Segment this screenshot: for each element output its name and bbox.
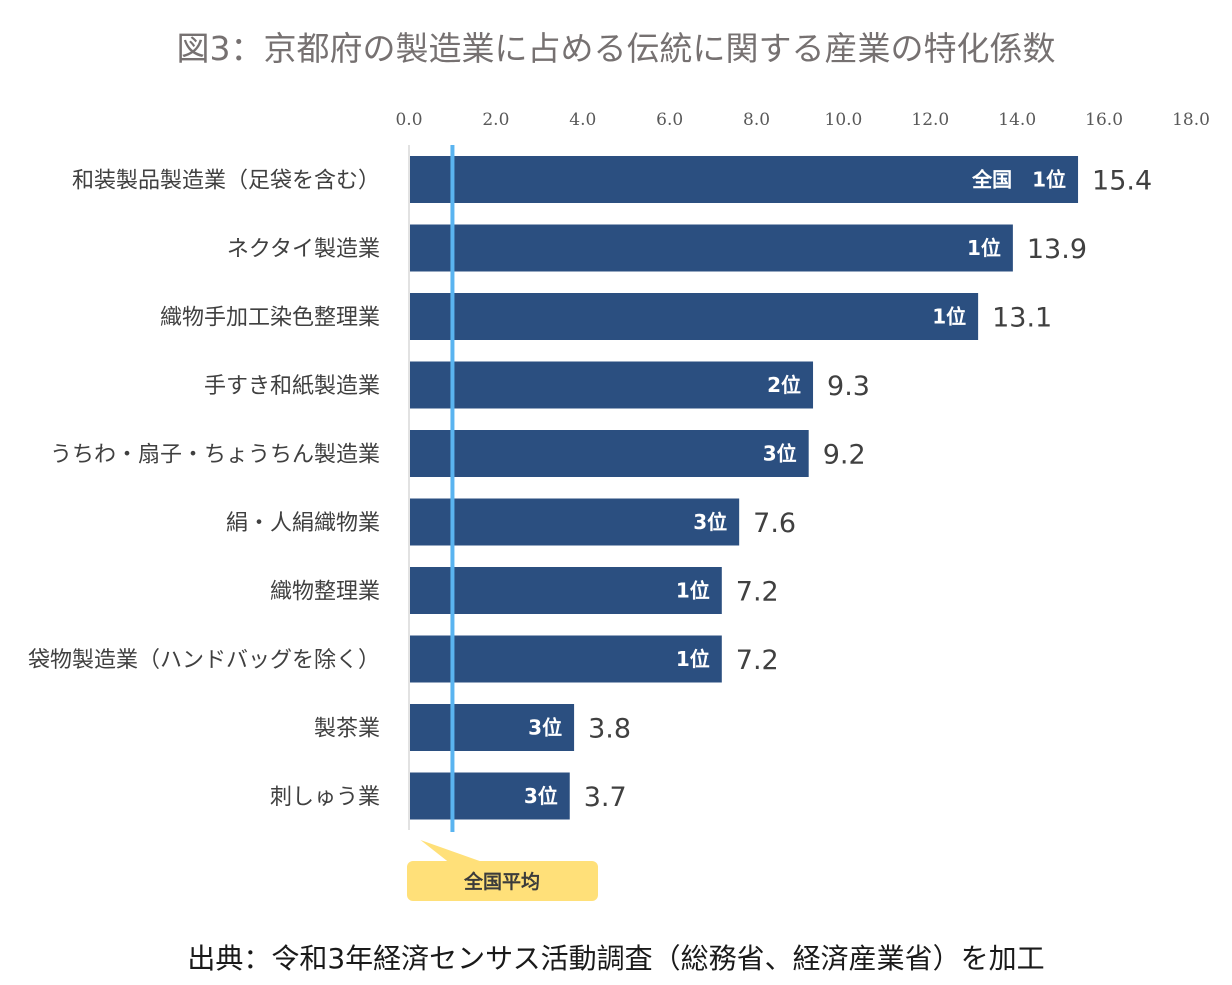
category-label: 手すき和紙製造業 (204, 374, 380, 399)
x-tick-label: 0.0 (395, 110, 422, 130)
value-label: 9.3 (827, 371, 870, 402)
x-axis-ticks: 0.0 2.0 4.0 6.0 8.0 10.0 12.0 14.0 16.0 18.0 (395, 110, 1209, 130)
x-tick-label: 2.0 (482, 110, 509, 130)
rank-label: 1位 (676, 579, 710, 603)
value-label: 3.8 (588, 714, 631, 745)
bars: 和装製品製造業（足袋を含む） 全国 1位 15.4 ネクタイ製造業 1位 13.9 織物手加… (28, 156, 1152, 820)
category-label: うちわ・扇子・ちょうちん製造業 (50, 443, 380, 468)
value-label: 13.1 (992, 303, 1052, 334)
category-label: 和装製品製造業（足袋を含む） (72, 169, 380, 194)
x-tick-label: 4.0 (569, 110, 596, 130)
value-label: 7.2 (736, 645, 779, 676)
bar (410, 772, 570, 820)
value-label: 3.7 (584, 782, 627, 813)
rank-label: 3位 (693, 510, 727, 534)
category-label: 織物手加工染色整理業 (160, 306, 380, 331)
average-callout: 全国平均 (407, 840, 598, 901)
x-tick-label: 6.0 (656, 110, 683, 130)
callout-box (407, 861, 598, 901)
bar (410, 498, 740, 546)
value-label: 9.2 (823, 440, 866, 471)
x-tick-label: 16.0 (1085, 110, 1123, 130)
category-label: 製茶業 (314, 717, 380, 742)
rank-label: 3位 (528, 716, 562, 740)
bar (410, 156, 1079, 203)
value-label: 7.6 (753, 508, 796, 539)
rank-label: 1位 (932, 305, 966, 329)
category-label: 絹・人絹織物業 (226, 511, 380, 536)
category-label: 刺しゅう業 (270, 785, 380, 810)
bar (410, 430, 809, 477)
x-tick-label: 18.0 (1172, 110, 1210, 130)
bar (410, 224, 1013, 272)
bar (410, 293, 979, 340)
bar (410, 567, 722, 614)
callout-tail (420, 840, 483, 862)
x-tick-label: 14.0 (998, 110, 1036, 130)
average-label: 全国平均 (463, 870, 540, 893)
rank-label: 3位 (524, 784, 558, 808)
x-tick-label: 12.0 (911, 110, 949, 130)
bar (410, 361, 814, 409)
value-label: 15.4 (1092, 166, 1152, 197)
value-label: 7.2 (736, 577, 779, 608)
x-tick-label: 8.0 (743, 110, 770, 130)
rank-label: 全国 1位 (971, 168, 1066, 192)
value-label: 13.9 (1027, 234, 1087, 265)
bar (410, 704, 575, 751)
bar (410, 635, 722, 683)
source-note: 出典：令和3年経済センサス活動調査（総務省、経済産業省）を加工 (187, 942, 1044, 975)
category-label: 袋物製造業（ハンドバッグを除く） (28, 648, 380, 673)
x-tick-label: 10.0 (825, 110, 863, 130)
rank-label: 3位 (763, 442, 797, 466)
rank-label: 2位 (767, 373, 801, 397)
chart-title: 図3：京都府の製造業に占める伝統に関する産業の特化係数 (177, 29, 1056, 68)
category-label: 織物整理業 (270, 580, 380, 605)
category-label: ネクタイ製造業 (227, 237, 380, 262)
rank-label: 1位 (676, 647, 710, 671)
rank-label: 1位 (967, 236, 1001, 260)
